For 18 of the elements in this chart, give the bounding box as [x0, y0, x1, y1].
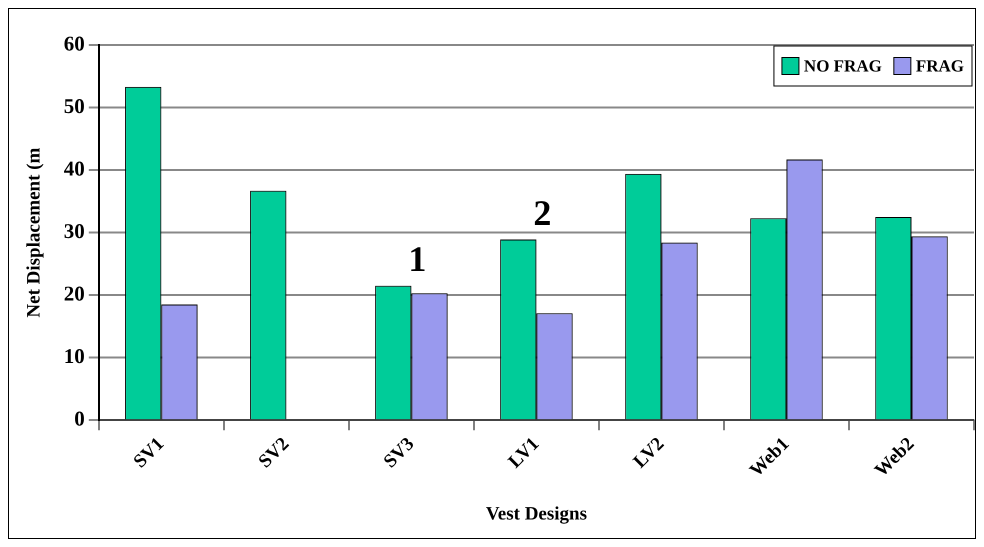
y-tick-label: 30 [64, 219, 85, 244]
x-tick-label: SV1 [130, 433, 168, 472]
legend-label: FRAG [916, 56, 964, 76]
x-tick-label: LV1 [504, 433, 544, 472]
x-tick-label: LV2 [629, 433, 668, 472]
y-tick-label: 20 [64, 282, 85, 306]
x-tick-label: SV2 [254, 433, 294, 472]
y-tick-label: 60 [64, 31, 85, 56]
x-tick-label: SV3 [380, 433, 418, 472]
y-axis-title: Net Displacement (m [23, 148, 44, 318]
y-tick-label: 0 [74, 406, 85, 431]
y-tick-label: 50 [64, 94, 85, 118]
annotation: 1 [408, 239, 426, 280]
x-axis-title: Vest Designs [486, 504, 587, 525]
y-tick-label: 40 [64, 156, 85, 180]
legend-label: NO FRAG [804, 56, 882, 76]
y-tick-label: 10 [64, 344, 85, 368]
annotation: 2 [533, 192, 552, 233]
